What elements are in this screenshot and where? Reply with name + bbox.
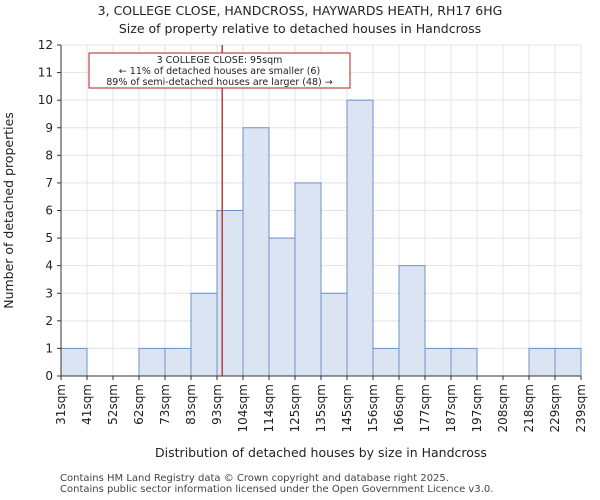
x-tick-label: 135sqm	[314, 384, 328, 432]
x-tick-label: 177sqm	[418, 384, 432, 432]
x-tick-label: 62sqm	[132, 384, 146, 425]
histogram-bar	[450, 347, 478, 377]
histogram-bar	[372, 347, 400, 377]
y-tick-label: 0	[45, 369, 53, 383]
annotation-box	[88, 52, 351, 89]
x-tick-label: 218sqm	[522, 384, 536, 432]
x-axis-label: Distribution of detached houses by size …	[155, 445, 487, 460]
x-tick-label: 52sqm	[106, 384, 120, 425]
histogram-bar	[424, 347, 452, 377]
x-tick-label: 104sqm	[236, 384, 250, 432]
annotation-text: ← 11% of detached houses are smaller (6)	[119, 66, 320, 77]
histogram-bar	[60, 347, 88, 377]
x-tick-label: 208sqm	[496, 384, 510, 432]
x-tick-label: 156sqm	[366, 384, 380, 432]
annotation-text: 89% of semi-detached houses are larger (…	[106, 77, 333, 88]
histogram-bar	[294, 182, 322, 377]
x-tick-label: 73sqm	[158, 384, 172, 425]
y-tick-label: 11	[38, 66, 53, 80]
y-tick-label: 9	[45, 121, 53, 135]
y-tick-label: 7	[45, 176, 53, 190]
y-tick-label: 3	[45, 286, 53, 300]
x-tick-label: 197sqm	[470, 384, 484, 432]
histogram-bar	[398, 265, 426, 377]
x-tick-label: 31sqm	[54, 384, 68, 425]
chart-title: Size of property relative to detached ho…	[118, 21, 482, 36]
histogram-bar	[346, 99, 374, 377]
marker-layer: 3 COLLEGE CLOSE: 95sqm← 11% of detached …	[88, 45, 351, 376]
x-tick-label: 83sqm	[184, 384, 198, 425]
histogram-bar	[320, 292, 348, 377]
x-tick-label: 93sqm	[210, 384, 224, 425]
x-tick-label: 114sqm	[262, 384, 276, 432]
histogram-bar	[528, 347, 556, 377]
y-tick-label: 1	[45, 341, 53, 355]
annotation-text: 3 COLLEGE CLOSE: 95sqm	[157, 55, 283, 66]
x-tick-label: 125sqm	[288, 384, 302, 432]
histogram-bar	[554, 347, 582, 377]
x-tick-label: 187sqm	[444, 384, 458, 432]
y-axis-label: Number of detached properties	[1, 112, 16, 309]
y-tick-label: 8	[45, 148, 53, 162]
y-tick-label: 2	[45, 314, 53, 328]
y-tick-label: 5	[45, 231, 53, 245]
chart-title-address: 3, COLLEGE CLOSE, HANDCROSS, HAYWARDS HE…	[97, 3, 503, 18]
histogram-bar	[242, 127, 270, 377]
x-tick-label: 229sqm	[548, 384, 562, 432]
footer-licence: Contains public sector information licen…	[60, 484, 494, 495]
histogram-bar	[268, 237, 296, 377]
y-tick-label: 10	[38, 93, 53, 107]
histogram-bar	[138, 347, 166, 377]
x-tick-label: 41sqm	[80, 384, 94, 425]
y-tick-label: 12	[38, 38, 53, 52]
x-tick-label: 239sqm	[574, 384, 588, 432]
y-tick-label: 6	[45, 204, 53, 218]
y-tick-label: 4	[45, 259, 53, 273]
footer-copyright: Contains HM Land Registry data © Crown c…	[60, 473, 449, 484]
histogram-bar	[164, 347, 192, 377]
x-tick-label: 166sqm	[392, 384, 406, 432]
histogram-bar	[190, 292, 218, 377]
x-tick-label: 145sqm	[340, 384, 354, 432]
histogram-bar	[216, 210, 244, 377]
